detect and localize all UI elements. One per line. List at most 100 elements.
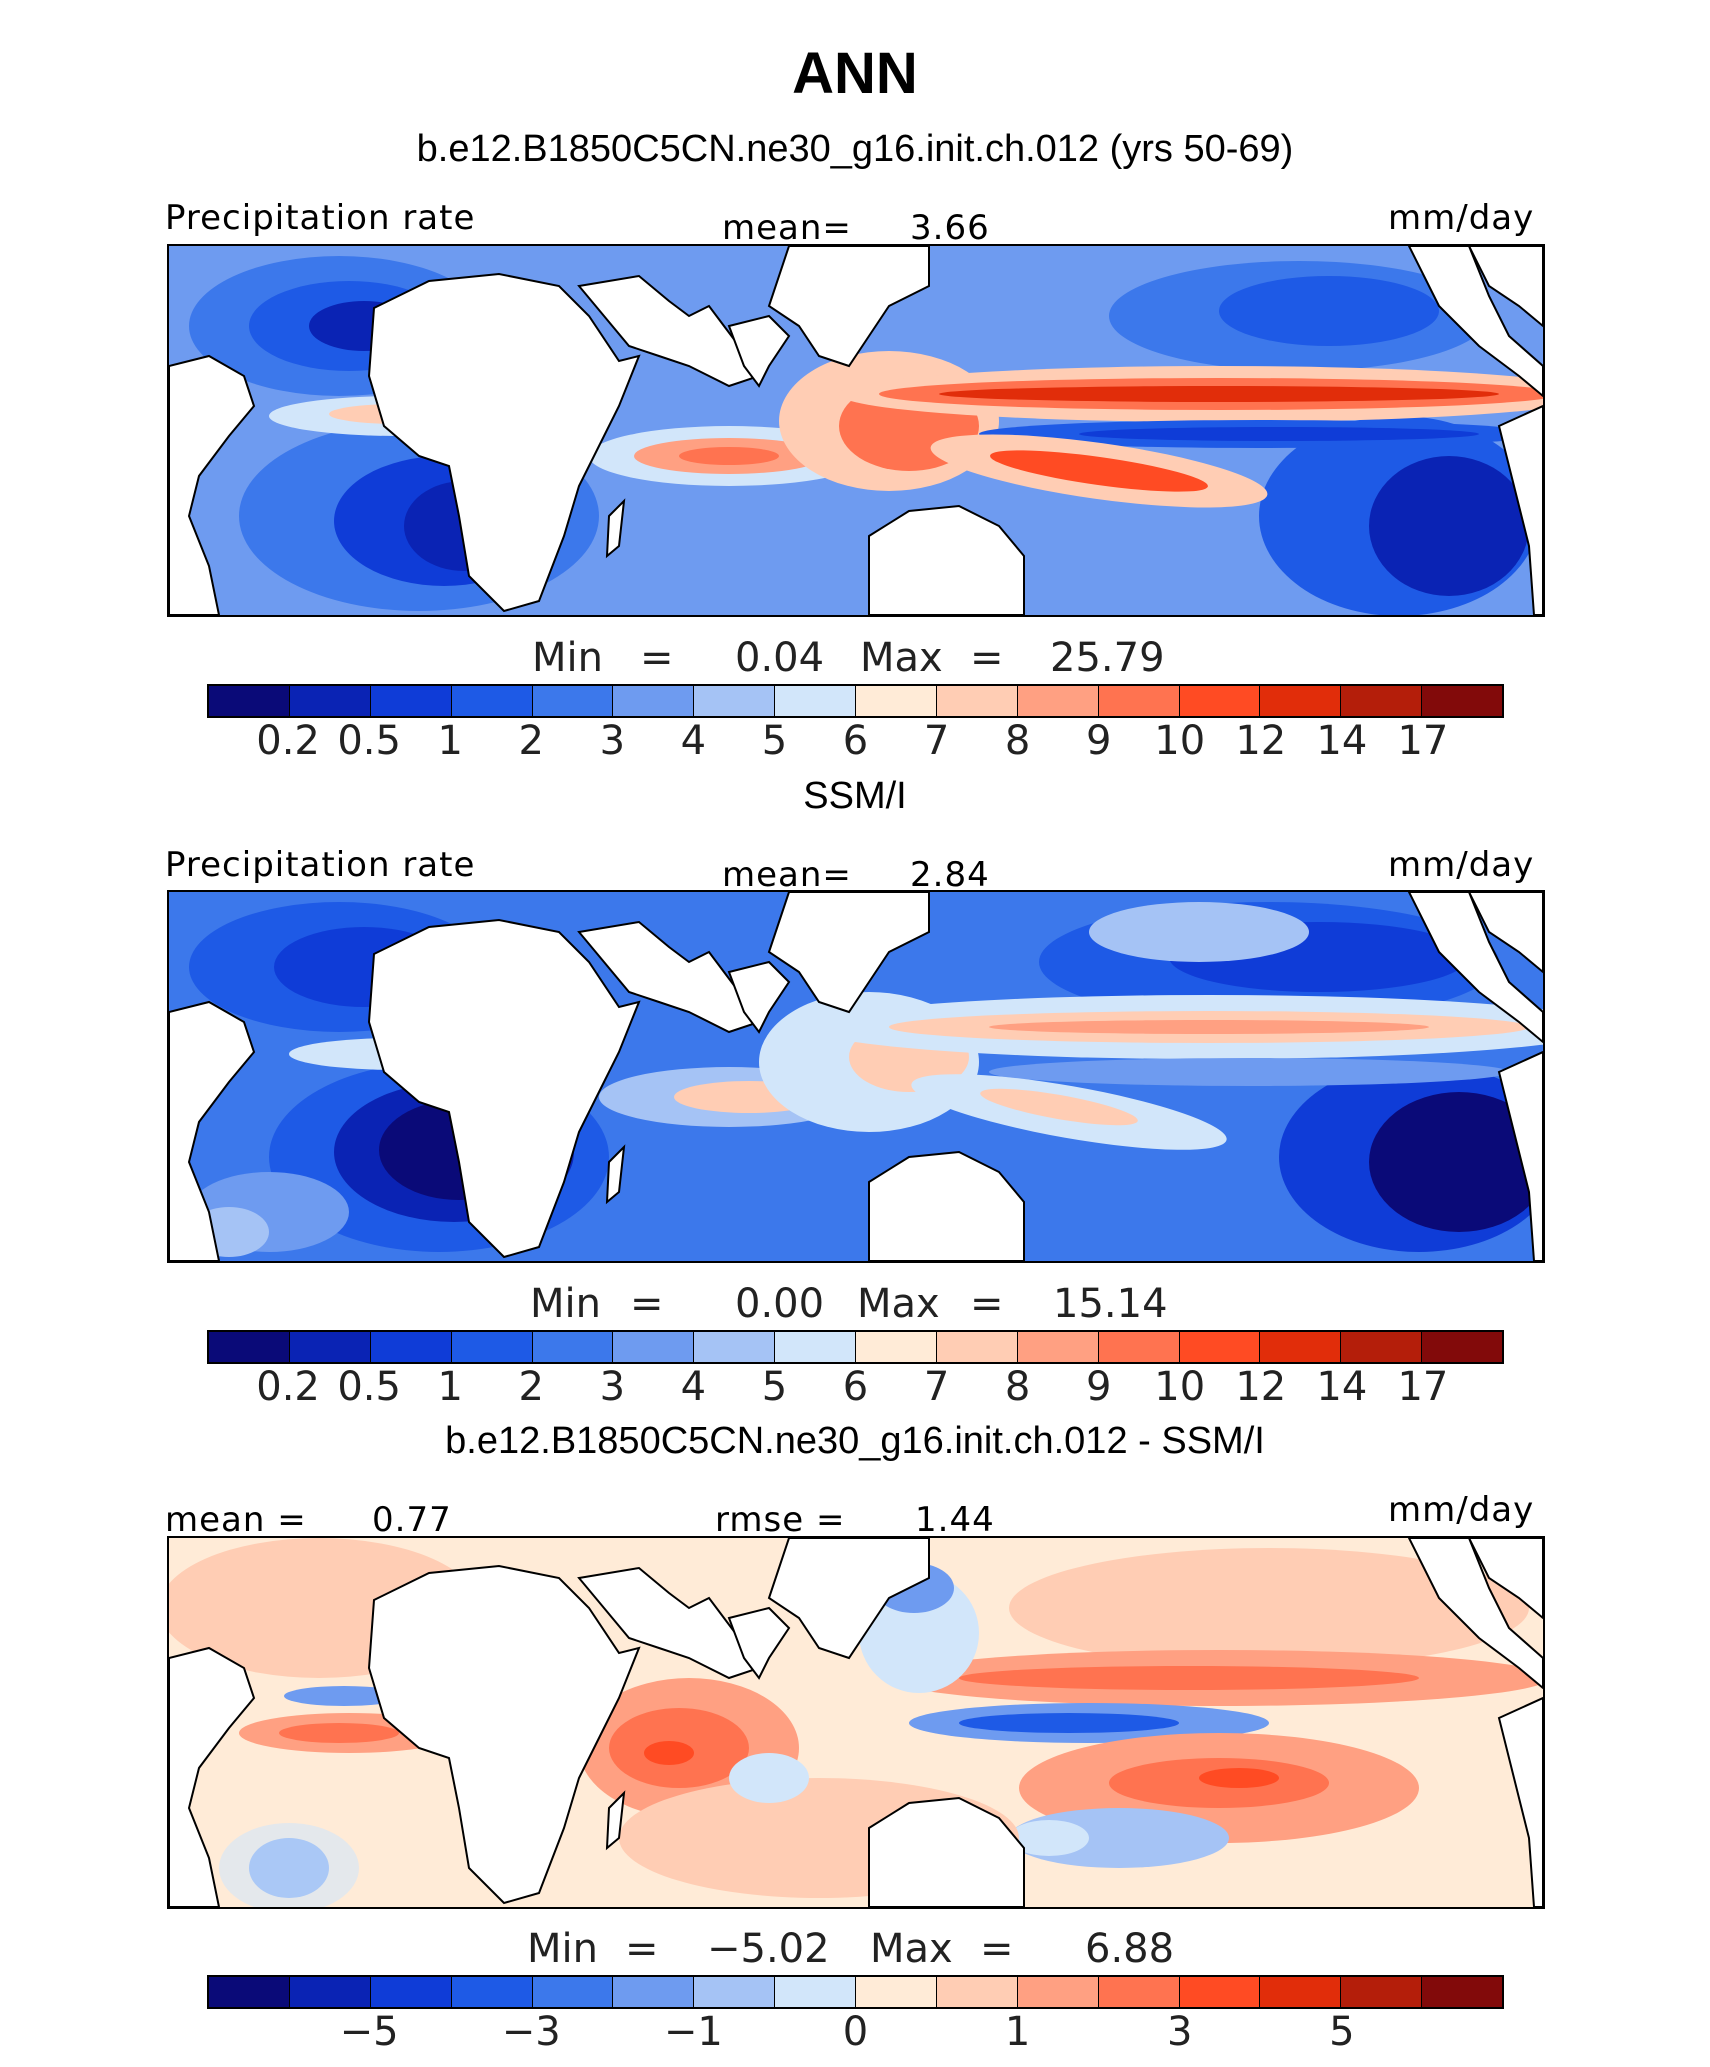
panel1-colorbar-ticks: 0.2 0.5 1 2 3 4 5 6 7 8 9 10 12 14 17	[207, 718, 1504, 768]
colorbar-tick-label: 4	[680, 718, 707, 764]
colorbar-tick-label: 6	[842, 1364, 869, 1410]
panel2-min-value: 0.00	[735, 1281, 825, 1327]
colorbar-swatch	[1422, 1977, 1502, 2007]
panel2-mean-value: 2.84	[910, 855, 990, 895]
panel1-subtitle: b.e12.B1850C5CN.ne30_g16.init.ch.012 (yr…	[416, 128, 1294, 170]
panel3-max-value: 6.88	[1085, 1926, 1175, 1972]
colorbar-tick-label: 14	[1316, 1364, 1368, 1410]
panel2-max-label: Max	[857, 1281, 940, 1327]
panel1-units-label: mm/day	[1388, 198, 1535, 238]
colorbar-swatch	[451, 1977, 533, 2007]
colorbar-swatch	[1260, 686, 1342, 716]
colorbar-swatch	[532, 686, 614, 716]
colorbar-swatch	[209, 1332, 290, 1362]
panel3-max-label: Max	[870, 1926, 953, 1972]
colorbar-tick-label: 9	[1085, 718, 1112, 764]
colorbar-tick-label: 17	[1397, 718, 1449, 764]
colorbar-tick-label: 1	[437, 718, 463, 764]
colorbar-swatch	[532, 1332, 614, 1362]
colorbar-swatch	[936, 686, 1018, 716]
colorbar-swatch	[1341, 1977, 1423, 2007]
colorbar-tick-label: 0.2	[256, 718, 320, 764]
colorbar-tick-label: 2	[518, 718, 544, 764]
colorbar-tick-label: 17	[1397, 1364, 1449, 1410]
colorbar-swatch	[613, 686, 695, 716]
panel3-rmse-value: 1.44	[915, 1500, 995, 1540]
panel2-min-equals: =	[630, 1281, 664, 1327]
colorbar-swatch	[1341, 686, 1423, 716]
panel1-min-value: 0.04	[735, 635, 825, 681]
colorbar-swatch	[370, 1977, 452, 2007]
colorbar-tick-label: 3	[599, 1364, 626, 1410]
colorbar-swatch	[694, 1977, 776, 2007]
panel2-colorbar-ticks: 0.2 0.5 1 2 3 4 5 6 7 8 9 10 12 14 17	[207, 1364, 1504, 1414]
colorbar-tick-label: −3	[501, 2009, 561, 2055]
panel2-max-value: 15.14	[1053, 1281, 1168, 1327]
colorbar-swatch	[289, 686, 371, 716]
panel3-colorbar	[207, 1975, 1504, 2009]
colorbar-swatch	[936, 1977, 1018, 2007]
colorbar-swatch	[856, 1332, 937, 1362]
panel2-units-label: mm/day	[1388, 845, 1535, 885]
colorbar-swatch	[370, 1332, 452, 1362]
panel1-variable-label: Precipitation rate	[165, 198, 476, 238]
colorbar-tick-label: 14	[1316, 718, 1368, 764]
panel3-min-equals: =	[625, 1926, 659, 1972]
colorbar-swatch	[1017, 686, 1099, 716]
colorbar-swatch	[856, 1977, 937, 2007]
panel3-subtitle: b.e12.B1850C5CN.ne30_g16.init.ch.012 - S…	[445, 1420, 1265, 1462]
colorbar-swatch	[1098, 686, 1180, 716]
colorbar-swatch	[1098, 1332, 1180, 1362]
colorbar-swatch	[451, 686, 533, 716]
colorbar-swatch	[289, 1977, 371, 2007]
colorbar-swatch	[694, 1332, 776, 1362]
colorbar-tick-label: 0.5	[337, 718, 401, 764]
panel3-map-field	[169, 1538, 1543, 1907]
panel1-mean-value: 3.66	[910, 208, 990, 248]
panel1-max-equals: =	[970, 635, 1004, 681]
panel3-mean-label: mean =	[165, 1500, 307, 1540]
panel2-colorbar	[207, 1330, 1504, 1364]
colorbar-tick-label: 7	[923, 1364, 950, 1410]
colorbar-swatch	[775, 686, 856, 716]
panel2-map-field	[169, 892, 1543, 1261]
colorbar-swatch	[1260, 1332, 1342, 1362]
panel1-map-field	[169, 246, 1543, 615]
colorbar-tick-label: 10	[1154, 1364, 1206, 1410]
colorbar-swatch	[1017, 1332, 1099, 1362]
colorbar-swatch	[856, 686, 937, 716]
panel1-map	[167, 244, 1545, 617]
panel3-max-equals: =	[980, 1926, 1014, 1972]
colorbar-tick-label: 7	[923, 718, 950, 764]
colorbar-tick-label: 0	[842, 2009, 869, 2055]
colorbar-tick-label: 0.5	[337, 1364, 401, 1410]
colorbar-tick-label: 9	[1085, 1364, 1112, 1410]
colorbar-tick-label: 1	[1004, 2009, 1031, 2055]
panel3-units-label: mm/day	[1388, 1490, 1535, 1530]
colorbar-swatch	[1422, 1332, 1502, 1362]
panel2-variable-label: Precipitation rate	[165, 845, 476, 885]
panel1-colorbar	[207, 684, 1504, 718]
figure-title: ANN	[792, 41, 918, 106]
colorbar-swatch	[209, 686, 290, 716]
colorbar-swatch	[1422, 686, 1502, 716]
panel3-map	[167, 1536, 1545, 1909]
colorbar-tick-label: 3	[599, 718, 626, 764]
colorbar-swatch	[613, 1977, 695, 2007]
panel2-subtitle: SSM/I	[803, 775, 907, 817]
panel2-min-label: Min	[530, 1281, 601, 1327]
panel1-max-label: Max	[860, 635, 943, 681]
colorbar-swatch	[1341, 1332, 1423, 1362]
colorbar-swatch	[289, 1332, 371, 1362]
colorbar-tick-label: 5	[1329, 2009, 1355, 2055]
panel3-mean-value: 0.77	[372, 1500, 452, 1540]
colorbar-swatch	[936, 1332, 1018, 1362]
colorbar-swatch	[209, 1977, 290, 2007]
colorbar-swatch	[1017, 1977, 1099, 2007]
colorbar-swatch	[1260, 1977, 1342, 2007]
panel1-min-equals: =	[640, 635, 674, 681]
colorbar-tick-label: 12	[1235, 1364, 1287, 1410]
panel1-mean-label: mean=	[722, 208, 852, 248]
panel3-min-value: −5.02	[707, 1926, 830, 1972]
colorbar-swatch	[451, 1332, 533, 1362]
